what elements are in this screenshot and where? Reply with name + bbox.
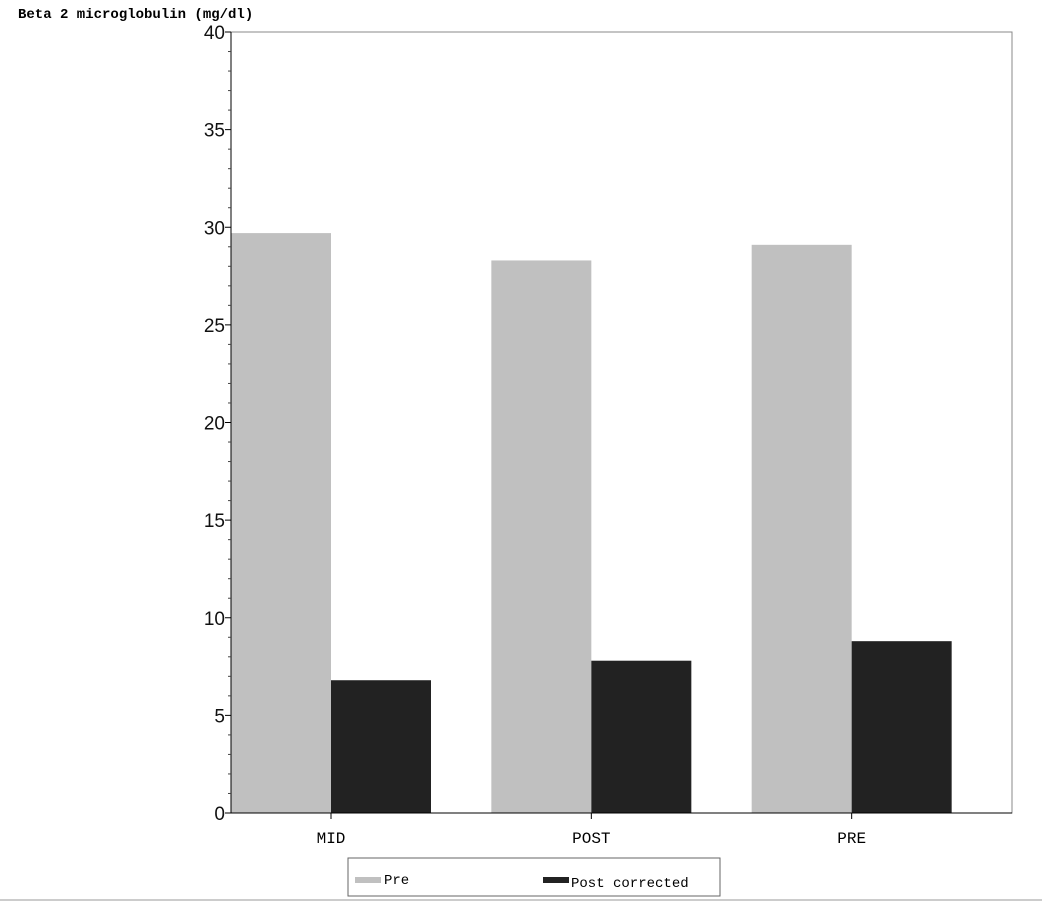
legend-label-post-corrected: Post corrected <box>571 876 689 892</box>
y-tick-label: 30 <box>204 218 225 239</box>
legend-box <box>347 857 721 897</box>
y-tick-label: 35 <box>204 121 225 142</box>
bar-mid-pre <box>231 233 331 814</box>
bar-post-pre <box>491 260 592 813</box>
y-tick-label: 15 <box>204 511 225 532</box>
legend: Pre Post corrected <box>347 857 721 897</box>
y-tick-label: 40 <box>204 23 225 44</box>
bar-pre-post-corrected <box>851 641 952 813</box>
bar-mid-post-corrected <box>331 680 431 813</box>
x-axis-ticks: MID POST PRE <box>317 813 866 848</box>
y-tick-label: 5 <box>214 706 225 727</box>
y-axis-ticks: 0 5 10 15 20 25 30 35 40 <box>204 23 231 825</box>
bar-pre-pre <box>751 244 852 813</box>
y-tick-label: 10 <box>204 609 225 630</box>
x-tick-label-post: POST <box>572 830 610 848</box>
bars-group <box>231 233 952 814</box>
y-tick-label: 0 <box>214 804 225 825</box>
x-tick-label-mid: MID <box>317 830 346 848</box>
y-tick-label: 25 <box>204 316 225 337</box>
legend-label-pre: Pre <box>384 873 409 889</box>
y-tick-label: 20 <box>204 414 225 435</box>
legend-swatch-pre <box>355 877 381 883</box>
y-axis-label: Beta 2 microglobulin (mg/dl) <box>18 7 253 23</box>
legend-swatch-post-corrected <box>543 877 569 883</box>
x-tick-label-pre: PRE <box>837 830 866 848</box>
bar-post-post-corrected <box>591 660 692 813</box>
